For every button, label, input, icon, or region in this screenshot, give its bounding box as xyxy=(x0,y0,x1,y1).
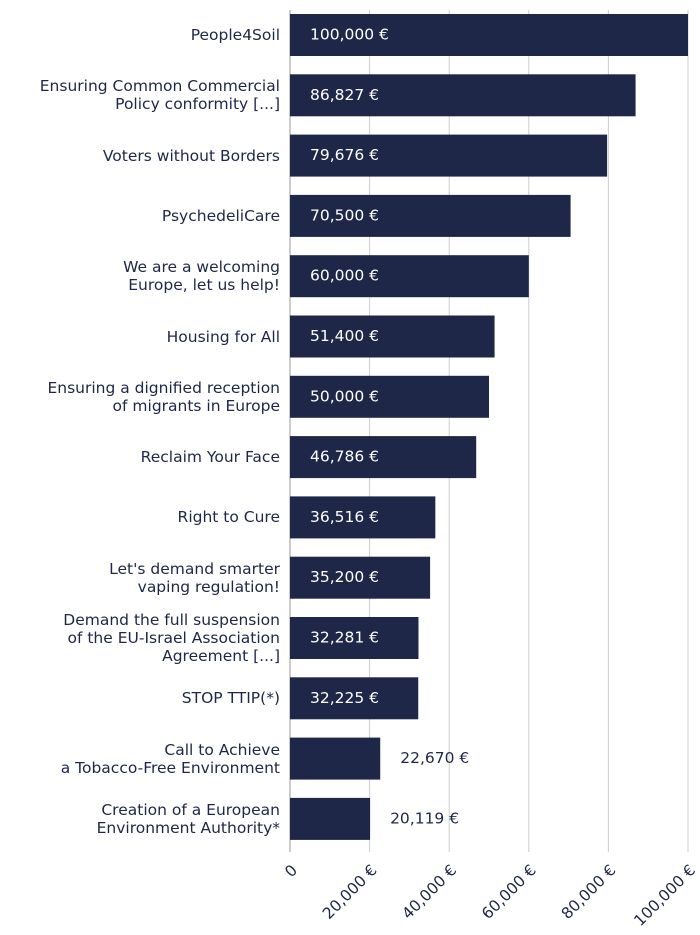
value-label: 22,670 € xyxy=(400,749,469,767)
bar xyxy=(290,194,571,237)
category-label: We are a welcoming Europe, let us help! xyxy=(123,258,280,295)
x-tick-label: 100,000 € xyxy=(630,861,699,930)
value-label: 20,119 € xyxy=(390,809,459,827)
category-label: STOP TTIP(*) xyxy=(181,689,280,708)
bar xyxy=(290,617,419,659)
category-label: Creation of a European Environment Autho… xyxy=(96,800,280,837)
category-label: Call to Achieve a Tobacco-Free Environme… xyxy=(60,740,280,777)
category-label: Ensuring a dignified reception of migran… xyxy=(47,378,280,415)
category-label: People4Soil xyxy=(190,26,280,44)
category-label: Voters without Borders xyxy=(102,146,280,165)
bar xyxy=(290,737,381,780)
value-label: 50,000 € xyxy=(310,387,379,405)
bar xyxy=(290,134,608,177)
x-tick-label: 60,000 € xyxy=(478,861,540,923)
category-label: Right to Cure xyxy=(177,508,280,527)
category-label: Housing for All xyxy=(166,327,280,346)
value-label: 51,400 € xyxy=(310,327,379,345)
bar xyxy=(290,556,431,599)
bar xyxy=(290,14,688,56)
bar xyxy=(290,375,489,418)
value-label: 36,516 € xyxy=(310,508,379,526)
value-label: 60,000 € xyxy=(310,267,379,285)
bar xyxy=(290,74,636,117)
x-tick-label: 80,000 € xyxy=(558,861,620,923)
value-label: 100,000 € xyxy=(310,26,389,44)
bar xyxy=(290,677,419,720)
bar xyxy=(290,315,495,358)
value-label: 35,200 € xyxy=(310,568,379,586)
category-label: Ensuring Common Commercial Policy confor… xyxy=(39,77,280,114)
bar xyxy=(290,255,529,298)
x-tick-label: 20,000 € xyxy=(319,861,381,923)
value-label: 86,827 € xyxy=(310,86,379,104)
value-label: 32,225 € xyxy=(310,689,379,707)
category-label: Demand the full suspension of the EU-Isr… xyxy=(63,611,280,665)
category-label: Reclaim Your Face xyxy=(140,448,280,467)
category-label: PsychedeliCare xyxy=(161,206,280,225)
bar xyxy=(290,496,436,539)
value-label: 46,786 € xyxy=(310,448,379,466)
value-label: 32,281 € xyxy=(310,629,379,647)
x-tick-label: 40,000 € xyxy=(399,861,461,923)
value-label: 79,676 € xyxy=(310,146,379,164)
x-tick-label: 0 xyxy=(281,861,301,881)
value-label: 70,500 € xyxy=(310,206,379,224)
bar xyxy=(290,436,477,479)
bar xyxy=(290,797,371,840)
category-label: Let's demand smarter vaping regulation! xyxy=(109,559,280,596)
